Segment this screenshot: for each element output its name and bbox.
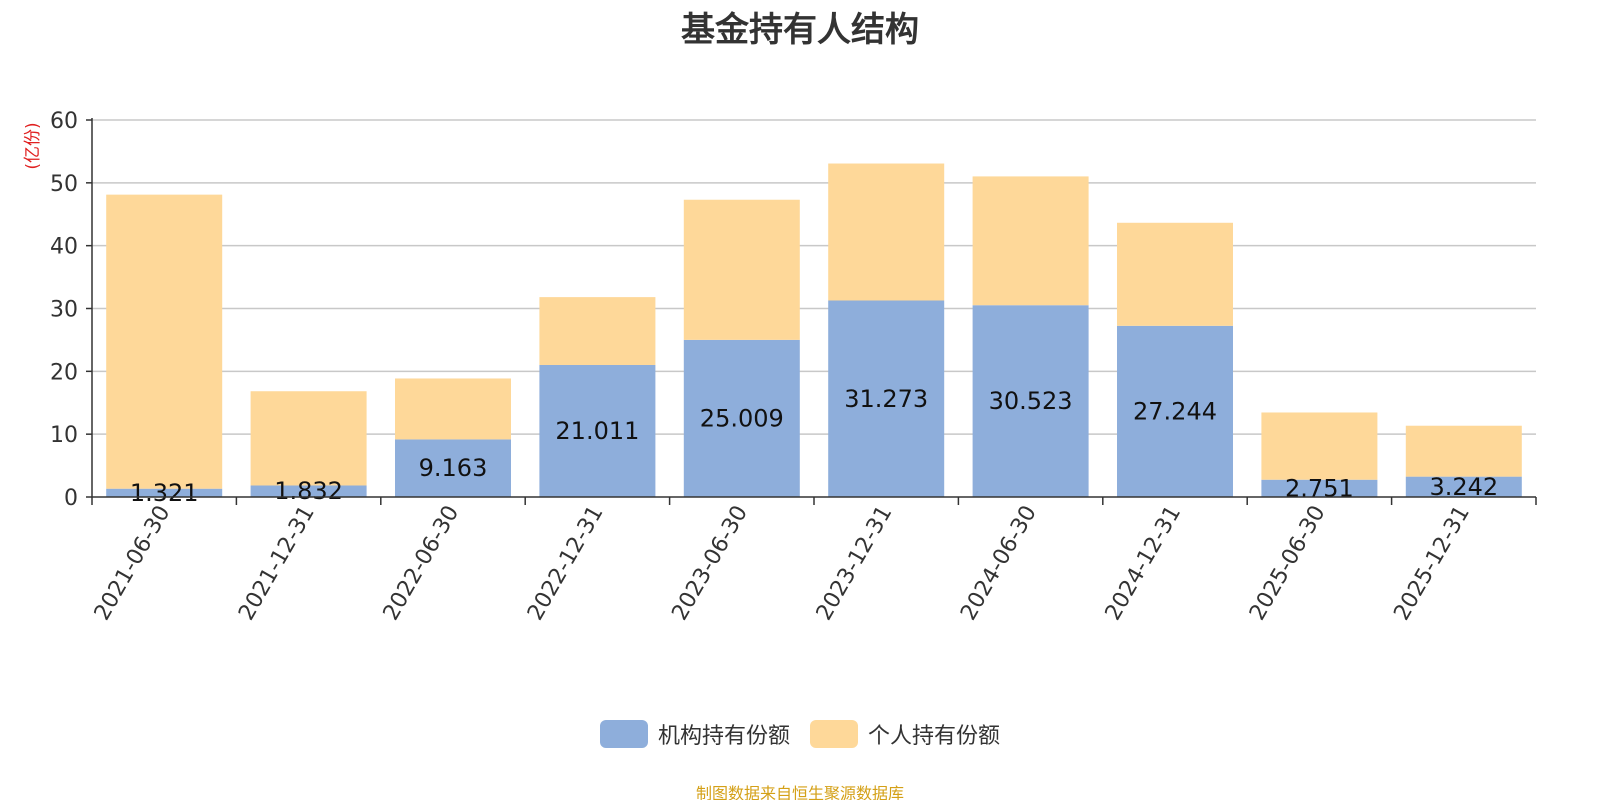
data-label-institutional: 21.011 [555,417,639,445]
legend-swatch-institutional [599,720,648,748]
legend: 机构持有份额 个人持有份额 [0,718,1600,750]
x-tick-label: 2021-12-31 [234,502,320,625]
y-tick-label: 60 [50,109,78,134]
x-tick-label: 2025-12-31 [1389,502,1475,625]
data-label-institutional: 31.273 [844,385,928,413]
x-tick-label: 2022-06-30 [379,502,465,625]
bar-institutional[interactable] [250,485,367,497]
bar-individual[interactable] [1261,412,1378,480]
grid-lines [92,119,1536,435]
bar-individual[interactable] [1117,222,1233,326]
x-tick-label: 2023-06-30 [667,502,753,625]
bar-institutional[interactable] [1117,325,1233,497]
bar-institutional[interactable] [683,339,800,497]
y-tick-label: 10 [50,423,78,448]
bar-institutional[interactable] [106,488,223,497]
data-labels: 1.321 1.832 9.163 21.011 25.009 31.273 30.523 2… [130,385,1498,507]
bar-individual[interactable] [106,194,223,489]
legend-swatch-individual [810,720,858,748]
data-label-institutional: 25.009 [700,404,784,432]
legend-label-individual: 个人持有份额 [868,724,1001,749]
data-label-institutional: 30.523 [989,387,1073,415]
stacked-bar-chart: 1.321 1.832 9.163 21.011 25.009 31.273 30.523 2… [23,109,1537,625]
bar-institutional[interactable] [539,364,656,497]
data-label-institutional: 2.751 [1285,474,1354,502]
bar-institutional[interactable] [1261,479,1378,497]
bar-individual[interactable] [828,163,945,301]
bar-individual[interactable] [972,176,1089,306]
x-tick-label: 2025-06-30 [1245,502,1331,625]
legend-label-institutional: 机构持有份额 [657,724,790,749]
x-tick-label: 2024-06-30 [956,502,1042,625]
bar-individual[interactable] [1405,425,1522,477]
bar-institutional[interactable] [395,439,511,497]
y-axis-unit-label: (亿份) [23,122,43,169]
bar-institutional[interactable] [828,300,945,497]
bar-institutional[interactable] [1405,476,1522,497]
data-label-institutional: 1.832 [274,477,343,505]
bar-institutional[interactable] [972,305,1089,497]
x-tick-label: 2021-06-30 [90,502,176,625]
y-tick-label: 0 [64,486,78,511]
x-tick-label: 2022-12-31 [523,502,609,625]
bar-individual[interactable] [395,378,511,440]
x-tick-label: 2023-12-31 [812,502,898,625]
legend-item-institutional[interactable]: 机构持有份额 [599,718,790,750]
data-label-institutional: 1.321 [130,479,199,507]
y-tick-label: 50 [50,172,78,197]
chart-title: 基金持有人结构 [681,10,919,50]
source-note: 制图数据来自恒生聚源数据库 [695,784,904,800]
legend-item-individual[interactable]: 个人持有份额 [810,718,1000,750]
bar-individual[interactable] [539,297,656,365]
data-label-institutional: 3.242 [1429,473,1498,501]
bar-individual[interactable] [683,199,800,340]
x-tick-label: 2024-12-31 [1101,502,1187,625]
y-tick-label: 30 [50,298,78,323]
data-label-institutional: 9.163 [419,454,488,482]
bar-individual[interactable] [250,391,367,486]
bars [106,163,1522,497]
data-label-institutional: 27.244 [1133,397,1217,425]
y-tick-label: 40 [50,235,78,260]
y-tick-label: 20 [50,360,78,385]
